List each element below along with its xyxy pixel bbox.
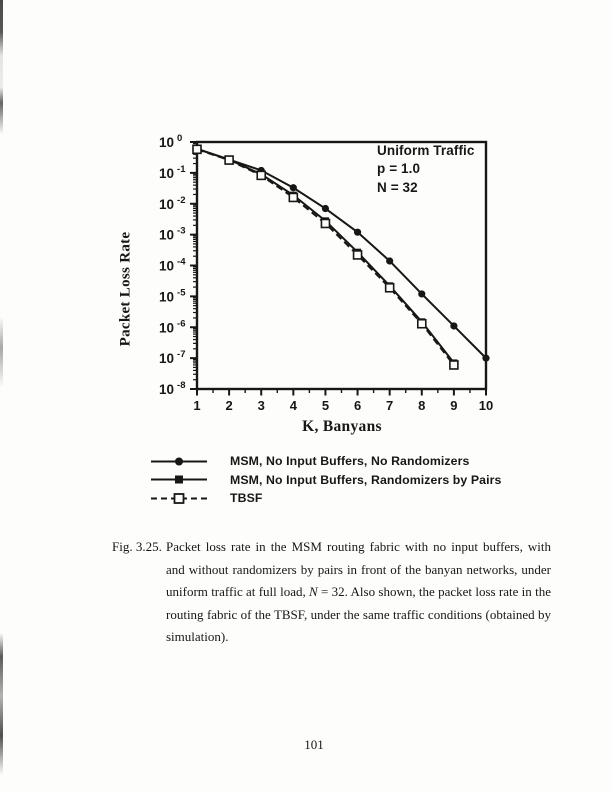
x-tick-label: 2 — [225, 398, 232, 413]
data-point-filled-circle — [353, 228, 362, 236]
y-tick-label: 10 -3 — [159, 226, 185, 243]
legend-item: TBSF — [150, 489, 501, 508]
y-tick-label: 10 0 — [159, 133, 182, 150]
chart-legend: MSM, No Input Buffers, No Randomizers MS… — [150, 452, 501, 508]
annotation-line-traffic: Uniform Traffic — [377, 143, 475, 158]
y-tick-label: 10 -7 — [159, 349, 185, 366]
series-line — [196, 147, 487, 359]
x-tick-label: 4 — [290, 398, 298, 413]
data-point-filled-circle — [321, 204, 330, 213]
x-tick-label: 10 — [479, 398, 493, 413]
data-point-filled-circle — [289, 184, 297, 192]
caption-text: Packet loss rate in the MSM routing fabr… — [166, 539, 551, 644]
legend-item: MSM, No Input Buffers, Randomizers by Pa… — [150, 471, 501, 490]
y-axis-title: Packet Loss Rate — [117, 231, 134, 347]
x-tick-label: 5 — [322, 398, 329, 413]
legend-marker-filled-square-solid-line — [151, 475, 207, 484]
x-tick-label: 8 — [418, 398, 425, 413]
y-tick-label: 10 -4 — [159, 257, 186, 274]
y-tick-label: 10 -1 — [159, 164, 186, 181]
x-tick-label: 6 — [354, 398, 361, 413]
data-point-open-square — [192, 144, 202, 155]
legend-label: TBSF — [230, 491, 263, 506]
scan-edge-artifact — [0, 0, 3, 791]
chart-annotation: Uniform Traffic p = 1.0 N = 32 — [377, 142, 475, 197]
data-point-open-square — [288, 192, 299, 203]
data-point-open-square — [256, 170, 267, 181]
data-point-filled-circle — [450, 322, 458, 330]
data-point-open-square — [416, 318, 427, 329]
x-tick-label: 1 — [193, 398, 200, 413]
legend-item: MSM, No Input Buffers, No Randomizers — [150, 452, 501, 471]
data-point-open-square — [224, 155, 234, 165]
legend-label: MSM, No Input Buffers, Randomizers by Pa… — [230, 472, 502, 487]
page-number: 101 — [304, 737, 324, 752]
annotation-line-p: p = 1.0 — [377, 161, 421, 177]
annotation-line-n: N = 32 — [377, 179, 418, 195]
data-point-filled-circle — [482, 354, 490, 362]
x-tick-label: 3 — [258, 398, 265, 413]
y-tick-label: 10 -2 — [159, 195, 185, 212]
data-point-filled-circle — [386, 257, 394, 265]
y-tick-label: 10 -5 — [159, 287, 186, 304]
caption-label: Fig. 3.25. — [112, 539, 162, 554]
x-tick-label: 9 — [450, 398, 457, 413]
data-point-open-square — [352, 250, 363, 260]
data-point-open-square — [320, 218, 331, 229]
data-point-filled-circle — [418, 290, 426, 298]
legend-marker-filled-circle-solid-line — [151, 457, 207, 466]
data-point-open-square — [384, 282, 395, 293]
y-tick-label: 10 -8 — [159, 380, 185, 397]
y-tick-label: 10 -6 — [159, 318, 185, 335]
data-point-open-square — [449, 360, 459, 370]
legend-marker-open-square-dashed-line — [151, 493, 207, 504]
x-axis-title: K, Banyans — [302, 418, 382, 435]
legend-label: MSM, No Input Buffers, No Randomizers — [230, 454, 470, 469]
figure-caption: Fig. 3.25. Packet loss rate in the MSM r… — [112, 536, 551, 649]
x-tick-label: 7 — [386, 398, 393, 413]
